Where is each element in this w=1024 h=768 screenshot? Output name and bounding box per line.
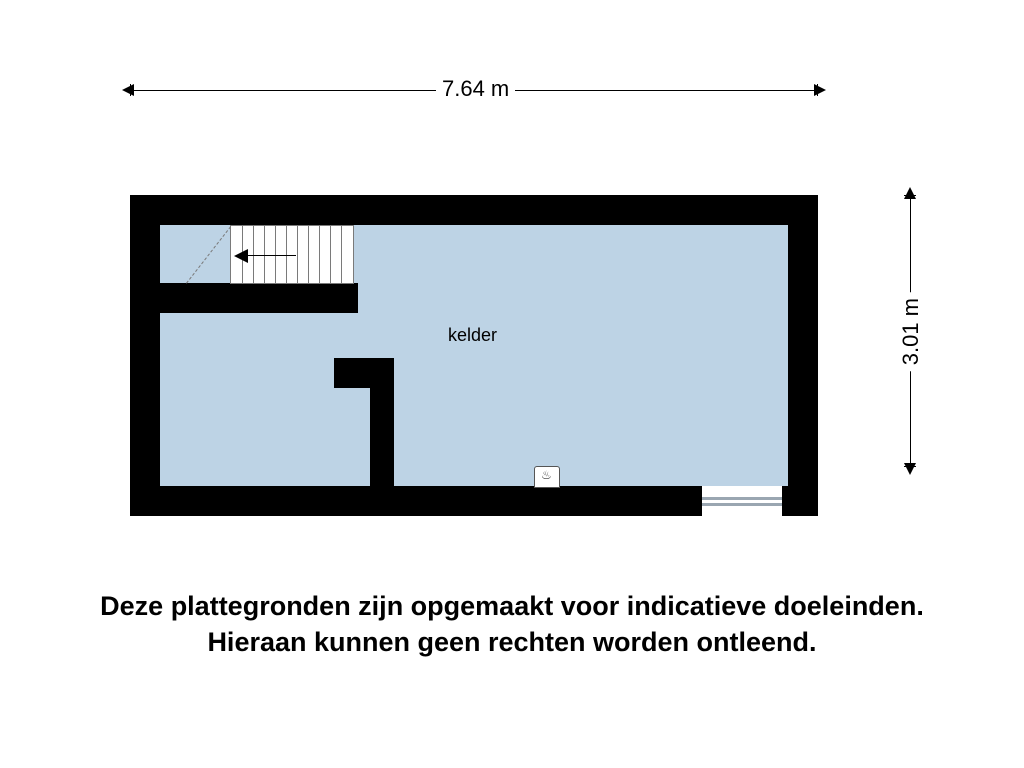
dim-right-tick-bottom: [904, 466, 916, 467]
dim-right-label: 3.01 m: [898, 292, 924, 371]
stairs-direction-arrow: [234, 249, 248, 263]
dim-right-arrow-up: [904, 187, 916, 199]
door-opening: [702, 486, 782, 516]
door-threshold-1: [702, 497, 782, 500]
stairs-direction-line: [248, 255, 296, 256]
dim-right-arrow-down: [904, 463, 916, 475]
partition-wall: [160, 283, 358, 313]
dim-top-arrow-left: [122, 84, 134, 96]
pillar-leg: [370, 388, 394, 486]
dim-top-arrow-right: [814, 84, 826, 96]
pillar-top: [334, 358, 394, 388]
flame-icon: ♨: [541, 468, 552, 482]
dim-top-tick-left: [130, 84, 131, 96]
floorplan-canvas: kelder ♨ 7.64 m 3.01 m Deze plattegronde…: [0, 0, 1024, 768]
dim-top-label: 7.64 m: [436, 76, 515, 102]
caption-line-1: Deze plattegronden zijn opgemaakt voor i…: [100, 591, 924, 621]
disclaimer-caption: Deze plattegronden zijn opgemaakt voor i…: [0, 588, 1024, 661]
caption-line-2: Hieraan kunnen geen rechten worden ontle…: [207, 627, 816, 657]
dim-right-tick-top: [904, 195, 916, 196]
dim-top-tick-right: [817, 84, 818, 96]
door-threshold-2: [702, 503, 782, 506]
room-label-kelder: kelder: [448, 325, 497, 346]
